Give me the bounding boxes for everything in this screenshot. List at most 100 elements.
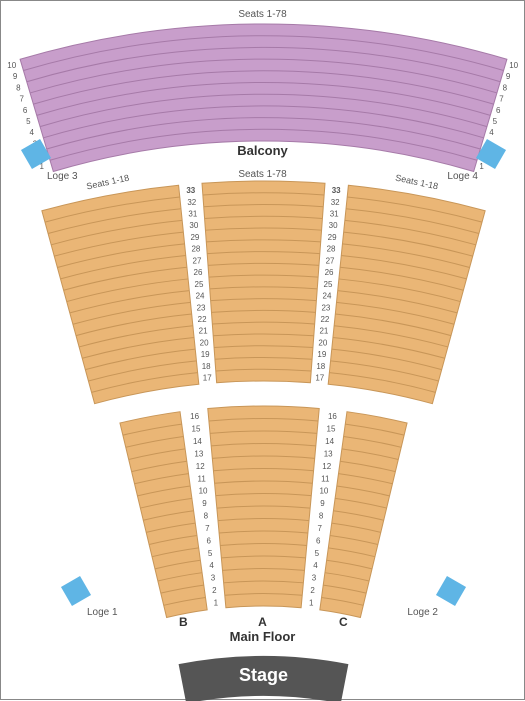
main-row-num: 10 xyxy=(199,487,208,496)
stage-label: Stage xyxy=(239,665,288,685)
main-row-num: 14 xyxy=(193,437,202,446)
loge2[interactable] xyxy=(436,576,466,606)
main-upper-right[interactable] xyxy=(328,185,485,403)
main-row-num: 24 xyxy=(196,292,205,301)
main-row-num: 23 xyxy=(321,303,330,312)
main-row-num: 33 xyxy=(332,186,341,195)
main-row-num: 14 xyxy=(325,437,334,446)
main-floor-title: Main Floor xyxy=(230,629,296,644)
main-row-num: 5 xyxy=(208,549,213,558)
main-upper-center[interactable] xyxy=(202,181,325,383)
main-row-num: 23 xyxy=(197,303,206,312)
balcony-row-num: 8 xyxy=(16,83,21,92)
main-row-num: 18 xyxy=(202,362,211,371)
main-row-num: 9 xyxy=(320,499,325,508)
main-row-num: 8 xyxy=(204,512,209,521)
main-row-num: 6 xyxy=(316,536,321,545)
main-row-num: 2 xyxy=(310,586,315,595)
section-a-label: A xyxy=(258,615,267,629)
main-row-num: 9 xyxy=(202,499,207,508)
main-row-num: 18 xyxy=(316,362,325,371)
main-row-num: 17 xyxy=(315,374,324,383)
main-row-num: 3 xyxy=(312,574,317,583)
balcony-row-num: 10 xyxy=(509,61,518,70)
balcony-row-num: 10 xyxy=(7,61,16,70)
main-row-num: 12 xyxy=(196,462,205,471)
section-b-label: B xyxy=(179,615,188,629)
main-row-num: 10 xyxy=(319,487,328,496)
main-row-num: 4 xyxy=(313,561,318,570)
balcony-row-num: 5 xyxy=(493,117,498,126)
main-row-num: 17 xyxy=(203,374,212,383)
main-row-num: 25 xyxy=(195,280,204,289)
main-row-num: 20 xyxy=(200,338,209,347)
main-row-num: 33 xyxy=(186,186,195,195)
main-row-num: 16 xyxy=(190,412,199,421)
main-row-num: 21 xyxy=(319,327,328,336)
main-row-num: 13 xyxy=(194,449,203,458)
main-row-num: 19 xyxy=(317,350,326,359)
loge4-label: Loge 4 xyxy=(447,171,478,182)
balcony-row-num: 7 xyxy=(499,95,504,104)
balcony-row-num: 6 xyxy=(496,106,501,115)
main-row-num: 19 xyxy=(201,350,210,359)
section-c-label: C xyxy=(339,615,348,629)
main-row-num: 4 xyxy=(209,561,214,570)
main-row-num: 8 xyxy=(319,512,324,521)
main-row-num: 24 xyxy=(323,292,332,301)
main-row-num: 13 xyxy=(324,449,333,458)
main-row-num: 21 xyxy=(199,327,208,336)
main-row-num: 1 xyxy=(214,598,219,607)
main-row-num: 31 xyxy=(330,209,339,218)
main-row-num: 28 xyxy=(327,245,336,254)
main-row-num: 5 xyxy=(315,549,320,558)
main-row-num: 27 xyxy=(326,256,335,265)
top-seats-label: Seats 1-78 xyxy=(238,9,286,20)
seating-chart: 1122334455667788991010171718181919202021… xyxy=(1,1,525,701)
main-row-num: 25 xyxy=(324,280,333,289)
main-row-num: 12 xyxy=(322,462,331,471)
main-row-num: 15 xyxy=(192,425,201,434)
main-row-num: 7 xyxy=(205,524,210,533)
main-row-num: 29 xyxy=(190,233,199,242)
main-seats-top-label: Seats 1-78 xyxy=(238,169,286,180)
main-row-num: 26 xyxy=(194,268,203,277)
main-row-num: 32 xyxy=(187,198,196,207)
main-row-num: 15 xyxy=(327,425,336,434)
balcony-row-num: 6 xyxy=(23,106,28,115)
balcony-title: Balcony xyxy=(237,143,288,158)
main-row-num: 3 xyxy=(211,574,216,583)
main-row-num: 22 xyxy=(198,315,207,324)
loge1-label: Loge 1 xyxy=(87,607,118,618)
main-row-num: 28 xyxy=(191,245,200,254)
main-row-num: 29 xyxy=(328,233,337,242)
main-row-num: 27 xyxy=(193,256,202,265)
main-row-num: 22 xyxy=(320,315,329,324)
main-row-num: 11 xyxy=(198,474,207,483)
balcony-row-num: 1 xyxy=(479,162,484,171)
main-row-num: 16 xyxy=(328,412,337,421)
main-row-num: 31 xyxy=(188,209,197,218)
balcony-row-num: 7 xyxy=(20,95,25,104)
balcony-row-num: 8 xyxy=(503,83,508,92)
main-row-num: 20 xyxy=(318,338,327,347)
balcony-row-num: 4 xyxy=(29,128,34,137)
main-row-num: 11 xyxy=(321,474,330,483)
main-row-num: 1 xyxy=(309,598,314,607)
main-lower-center[interactable] xyxy=(208,406,319,608)
main-row-num: 26 xyxy=(325,268,334,277)
main-row-num: 6 xyxy=(207,536,212,545)
balcony-row-num: 5 xyxy=(26,117,31,126)
loge1[interactable] xyxy=(61,576,91,606)
main-row-num: 2 xyxy=(212,586,217,595)
main-row-num: 30 xyxy=(329,221,338,230)
balcony-row-num: 9 xyxy=(13,72,18,81)
main-row-num: 30 xyxy=(189,221,198,230)
main-row-num: 32 xyxy=(331,198,340,207)
loge3-label: Loge 3 xyxy=(47,171,78,182)
main-upper-left[interactable] xyxy=(42,185,199,403)
balcony-row-num: 9 xyxy=(506,72,511,81)
loge2-label: Loge 2 xyxy=(407,607,438,618)
main-row-num: 7 xyxy=(317,524,322,533)
balcony-row-num: 4 xyxy=(489,128,494,137)
